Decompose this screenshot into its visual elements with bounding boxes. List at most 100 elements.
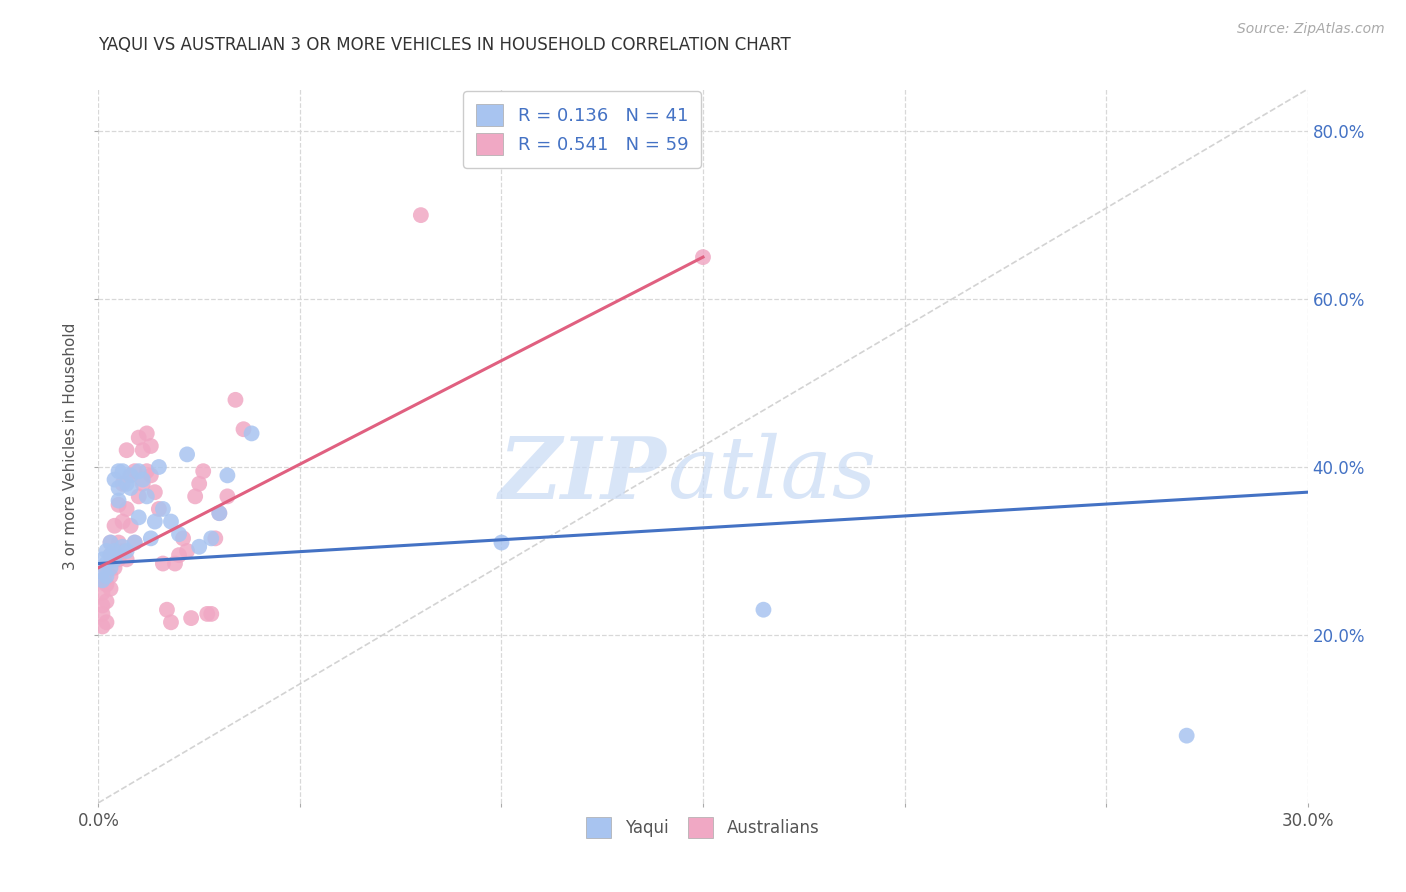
Point: [188, 476, 211, 491]
Text: Source: ZipAtlas.com: Source: ZipAtlas.com: [1237, 22, 1385, 37]
Point: [91, 599, 114, 613]
Point: [111, 540, 134, 554]
Point: [217, 468, 239, 483]
Point: [100, 569, 122, 583]
Point: [115, 552, 138, 566]
Point: [167, 527, 190, 541]
Point: [135, 489, 157, 503]
Point: [128, 510, 150, 524]
Text: ZIP: ZIP: [499, 433, 666, 516]
Point: [115, 544, 138, 558]
Point: [120, 481, 142, 495]
Point: [156, 603, 179, 617]
Point: [120, 468, 142, 483]
Point: [100, 548, 122, 562]
Point: [120, 518, 142, 533]
Point: [217, 489, 239, 503]
Point: [103, 560, 125, 574]
Point: [208, 506, 231, 520]
Point: [107, 552, 129, 566]
Point: [96, 615, 118, 630]
Text: YAQUI VS AUSTRALIAN 3 OR MORE VEHICLES IN HOUSEHOLD CORRELATION CHART: YAQUI VS AUSTRALIAN 3 OR MORE VEHICLES I…: [98, 36, 792, 54]
Point: [172, 532, 194, 546]
Point: [103, 473, 125, 487]
Point: [163, 557, 186, 571]
Point: [96, 594, 118, 608]
Point: [184, 489, 207, 503]
Point: [124, 535, 146, 549]
Point: [232, 422, 254, 436]
Point: [224, 392, 246, 407]
Point: [103, 544, 125, 558]
Point: [188, 540, 211, 554]
Point: [103, 544, 125, 558]
Point: [132, 443, 155, 458]
Point: [100, 535, 122, 549]
Point: [200, 607, 222, 621]
Point: [692, 250, 714, 264]
Point: [103, 552, 125, 566]
Point: [96, 557, 118, 571]
Point: [180, 611, 202, 625]
Point: [139, 439, 162, 453]
Point: [111, 515, 134, 529]
Point: [240, 426, 263, 441]
Point: [204, 532, 226, 546]
Point: [124, 464, 146, 478]
Point: [91, 619, 114, 633]
Point: [152, 502, 174, 516]
Point: [124, 535, 146, 549]
Point: [752, 603, 775, 617]
Point: [100, 548, 122, 562]
Text: atlas: atlas: [666, 434, 876, 516]
Point: [103, 518, 125, 533]
Point: [135, 426, 157, 441]
Point: [195, 607, 218, 621]
Point: [167, 548, 190, 562]
Point: [111, 476, 134, 491]
Point: [1175, 729, 1198, 743]
Point: [160, 615, 183, 630]
Point: [135, 464, 157, 478]
Point: [100, 560, 122, 574]
Point: [409, 208, 432, 222]
Point: [128, 489, 150, 503]
Point: [115, 443, 138, 458]
Point: [96, 569, 118, 583]
Point: [100, 535, 122, 549]
Point: [107, 493, 129, 508]
Point: [143, 485, 166, 500]
Point: [115, 502, 138, 516]
Point: [100, 582, 122, 596]
Point: [193, 464, 215, 478]
Point: [208, 506, 231, 520]
Point: [132, 473, 155, 487]
Point: [160, 515, 183, 529]
Point: [132, 476, 155, 491]
Point: [176, 544, 198, 558]
Point: [111, 464, 134, 478]
Point: [120, 468, 142, 483]
Point: [176, 447, 198, 461]
Y-axis label: 3 or more Vehicles in Household: 3 or more Vehicles in Household: [63, 322, 79, 570]
Point: [96, 577, 118, 591]
Point: [115, 476, 138, 491]
Point: [148, 460, 170, 475]
Point: [491, 535, 513, 549]
Point: [91, 574, 114, 588]
Point: [139, 468, 162, 483]
Point: [91, 552, 114, 566]
Point: [91, 586, 114, 600]
Point: [200, 532, 222, 546]
Point: [107, 498, 129, 512]
Legend: Yaqui, Australians: Yaqui, Australians: [579, 811, 827, 845]
Point: [91, 565, 114, 579]
Point: [152, 557, 174, 571]
Point: [91, 607, 114, 621]
Point: [107, 464, 129, 478]
Point: [128, 464, 150, 478]
Point: [96, 544, 118, 558]
Point: [111, 544, 134, 558]
Point: [96, 565, 118, 579]
Point: [107, 481, 129, 495]
